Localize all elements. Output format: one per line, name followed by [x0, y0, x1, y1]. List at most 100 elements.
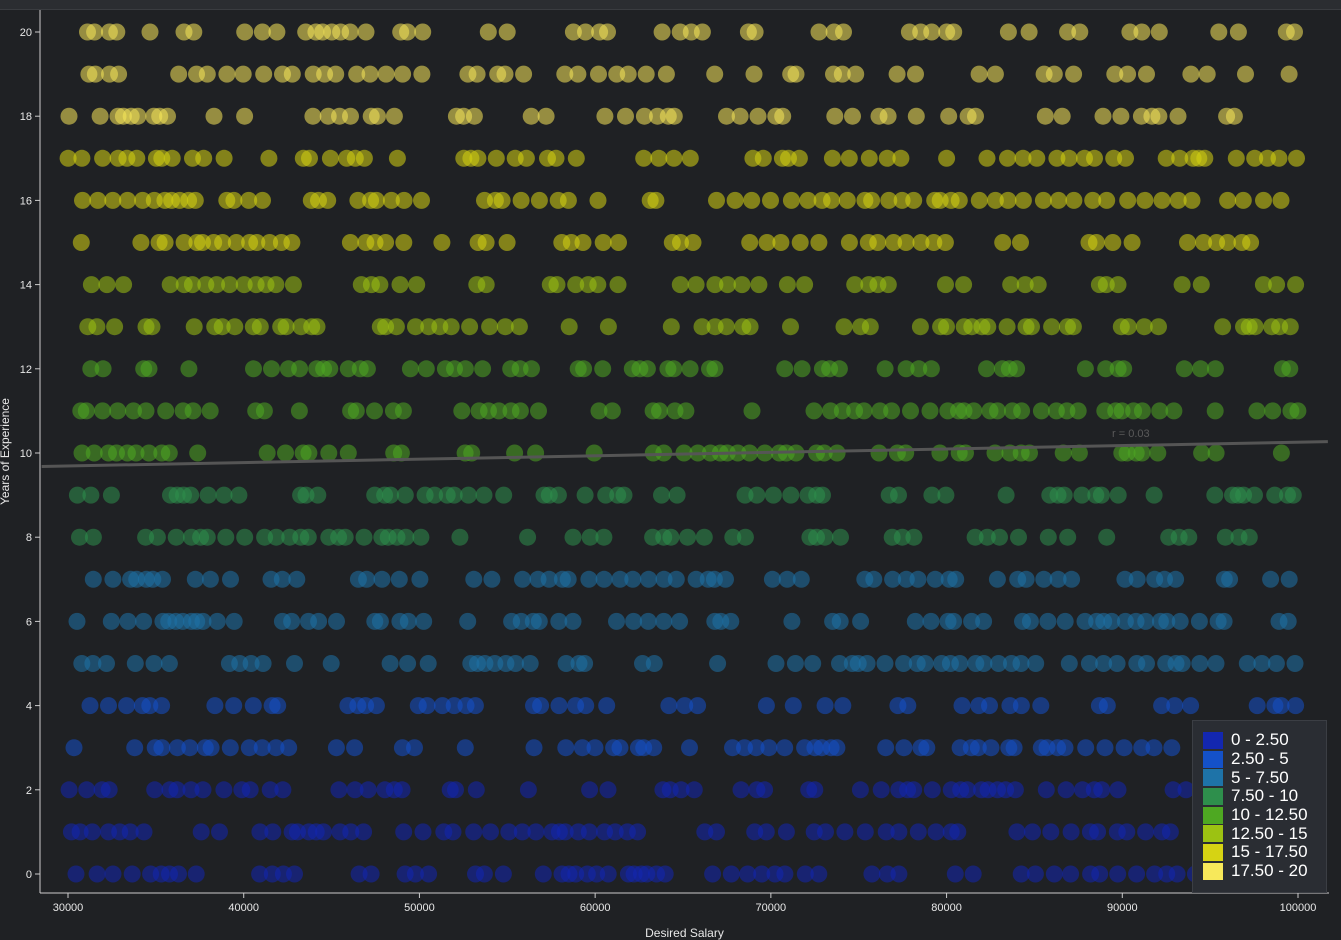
data-point [1288, 149, 1305, 167]
data-point [163, 149, 181, 167]
data-point [221, 276, 239, 294]
data-point [1284, 486, 1302, 504]
data-point [201, 402, 219, 420]
data-point [182, 781, 200, 799]
data-point [225, 191, 243, 209]
data-point [121, 823, 139, 841]
data-point [108, 23, 126, 41]
data-point [645, 739, 663, 757]
data-point [82, 360, 100, 378]
data-point [696, 823, 714, 841]
data-point [994, 234, 1012, 251]
data-point [273, 570, 291, 588]
data-point [1109, 276, 1127, 294]
data-point [1098, 191, 1116, 209]
data-point [619, 65, 637, 83]
data-point [876, 360, 894, 378]
data-point [479, 23, 497, 41]
data-point [833, 65, 851, 83]
data-point [1195, 234, 1213, 251]
data-point [284, 276, 302, 294]
data-point [1116, 570, 1134, 588]
data-point [253, 739, 271, 757]
data-point [828, 739, 846, 757]
data-point [792, 570, 810, 588]
data-point [83, 823, 101, 841]
data-point [1070, 444, 1088, 462]
data-point [60, 781, 78, 799]
legend-item: 0 - 2.50 [1203, 731, 1326, 750]
data-point [576, 486, 594, 504]
data-point [129, 107, 147, 125]
data-point [1014, 149, 1032, 167]
data-point [923, 23, 941, 41]
data-point [778, 570, 796, 588]
data-point [822, 402, 839, 420]
data-point [399, 23, 416, 41]
data-point [635, 149, 653, 167]
data-point [73, 149, 91, 167]
data-point [1119, 65, 1137, 83]
data-point [357, 23, 375, 41]
data-point [872, 781, 890, 799]
x-axis-title: Desired Salary [645, 926, 724, 940]
data-point [776, 360, 794, 378]
data-point [1059, 23, 1077, 41]
data-point [134, 191, 152, 209]
data-point [905, 528, 923, 546]
data-point [1234, 191, 1252, 209]
data-point [916, 655, 934, 672]
data-point [990, 655, 1007, 672]
data-point [530, 191, 548, 209]
data-point [1153, 697, 1171, 715]
data-point [921, 402, 939, 420]
data-point [1008, 360, 1026, 378]
data-point [589, 276, 607, 294]
data-point [651, 402, 668, 420]
data-point [208, 276, 226, 294]
x-tick-label: 50000 [404, 902, 435, 914]
data-point [724, 739, 741, 757]
data-point [532, 697, 550, 715]
data-point [167, 528, 185, 546]
data-point [923, 781, 941, 799]
data-point [194, 781, 212, 799]
data-point [860, 149, 878, 167]
data-point [791, 234, 809, 251]
data-point [267, 739, 285, 757]
data-point [226, 318, 244, 336]
data-point [1064, 318, 1082, 336]
data-point [283, 612, 301, 630]
data-point [1089, 823, 1107, 841]
y-tick-label: 20 [20, 27, 32, 39]
data-point [328, 612, 345, 630]
data-point [1180, 528, 1198, 546]
data-point [515, 65, 533, 83]
data-point [1190, 612, 1208, 630]
data-point [1016, 276, 1034, 294]
data-point [772, 234, 790, 251]
data-point [776, 739, 794, 757]
data-point [810, 865, 828, 883]
legend-label: 12.50 - 15 [1231, 823, 1308, 843]
data-point [267, 528, 285, 546]
data-point [667, 570, 685, 588]
data-point [922, 360, 940, 378]
data-point [513, 823, 531, 841]
data-point [754, 149, 772, 167]
data-point [668, 486, 686, 504]
data-point [348, 65, 366, 83]
data-point [1048, 149, 1066, 167]
data-point [863, 191, 881, 209]
data-point [347, 402, 365, 420]
data-point [1286, 655, 1304, 672]
data-point [955, 276, 973, 294]
legend-item: 5 - 7.50 [1203, 768, 1326, 787]
data-point [1097, 360, 1115, 378]
data-point [68, 486, 86, 504]
data-point [180, 360, 198, 378]
data-point [603, 402, 621, 420]
data-point [741, 234, 759, 251]
data-point [782, 486, 800, 504]
data-point [1008, 823, 1026, 841]
